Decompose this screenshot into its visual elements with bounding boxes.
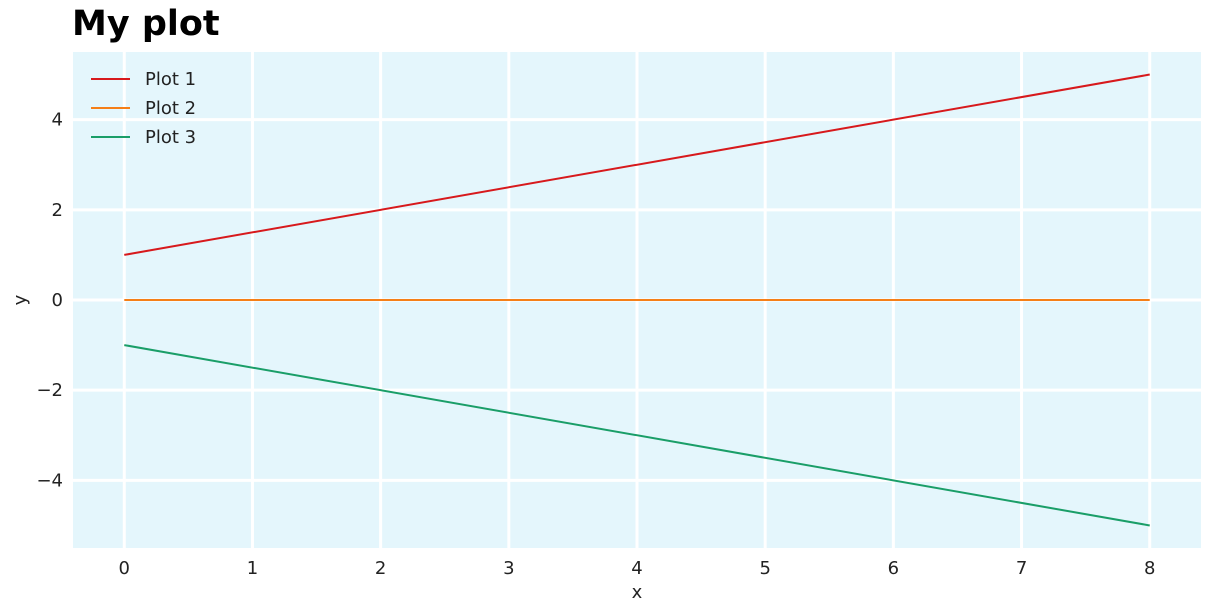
y-tick-label: 0 bbox=[52, 290, 63, 311]
x-tick-label: 4 bbox=[631, 558, 642, 579]
series-line-3 bbox=[124, 344, 1150, 527]
y-tick-label: 4 bbox=[52, 110, 63, 131]
series-lines bbox=[124, 73, 1150, 527]
x-tick-label: 1 bbox=[247, 558, 258, 579]
legend: Plot 1 Plot 2 Plot 3 bbox=[91, 69, 196, 148]
series-line-1 bbox=[124, 73, 1150, 256]
tick-labels: 0 1 2 3 4 5 6 7 8 −4 −2 0 2 4 bbox=[36, 110, 1155, 579]
x-tick-label: 0 bbox=[119, 558, 130, 579]
x-tick-label: 2 bbox=[375, 558, 386, 579]
x-tick-label: 7 bbox=[1016, 558, 1027, 579]
chart-title: My plot bbox=[72, 4, 220, 44]
legend-label: Plot 2 bbox=[145, 98, 196, 119]
x-tick-label: 8 bbox=[1144, 558, 1155, 579]
x-tick-label: 5 bbox=[759, 558, 770, 579]
y-tick-label: −2 bbox=[36, 380, 63, 401]
y-tick-label: −4 bbox=[36, 470, 63, 491]
x-axis-label: x bbox=[632, 582, 643, 603]
legend-label: Plot 3 bbox=[145, 127, 196, 148]
x-tick-label: 6 bbox=[888, 558, 899, 579]
y-axis-label: y bbox=[10, 294, 31, 305]
legend-label: Plot 1 bbox=[145, 69, 196, 90]
y-tick-label: 2 bbox=[52, 200, 63, 221]
x-tick-label: 3 bbox=[503, 558, 514, 579]
